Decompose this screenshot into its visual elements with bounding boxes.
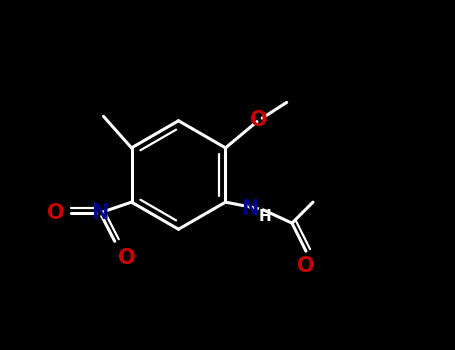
Text: O: O [297,256,315,276]
Text: O: O [250,110,268,130]
Text: O: O [117,248,135,268]
Text: N: N [91,203,109,223]
Text: H: H [259,209,272,224]
Text: N: N [241,199,259,219]
Text: O: O [47,203,65,223]
